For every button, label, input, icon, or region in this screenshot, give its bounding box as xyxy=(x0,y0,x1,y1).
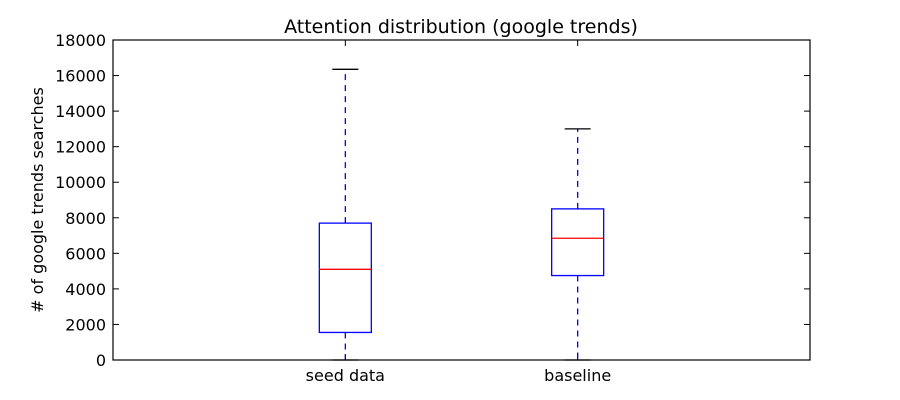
iqr-box xyxy=(551,208,605,277)
y-tick-label: 18000 xyxy=(55,31,106,50)
y-tick-label: 8000 xyxy=(65,209,106,228)
y-tick-label: 12000 xyxy=(55,138,106,157)
y-tick-label: 2000 xyxy=(65,315,106,334)
x-category-label: baseline xyxy=(544,366,611,385)
y-axis-label: # of google trends searches xyxy=(28,87,47,313)
plot-frame xyxy=(112,39,811,361)
y-tick-label: 0 xyxy=(96,351,106,370)
plot-marks: 0 2000 4000 6000 8000 10000 12000 14000 16000 180… xyxy=(55,31,810,385)
chart-title: Attention distribution (google trends) xyxy=(284,16,638,38)
iqr-box xyxy=(318,222,372,334)
y-tick-label: 16000 xyxy=(55,67,106,86)
y-tick-label: 10000 xyxy=(55,173,106,192)
y-tick-label: 4000 xyxy=(65,280,106,299)
y-tick-label: 6000 xyxy=(65,244,106,263)
x-category-label: seed data xyxy=(306,366,385,385)
y-tick-label: 14000 xyxy=(55,102,106,121)
